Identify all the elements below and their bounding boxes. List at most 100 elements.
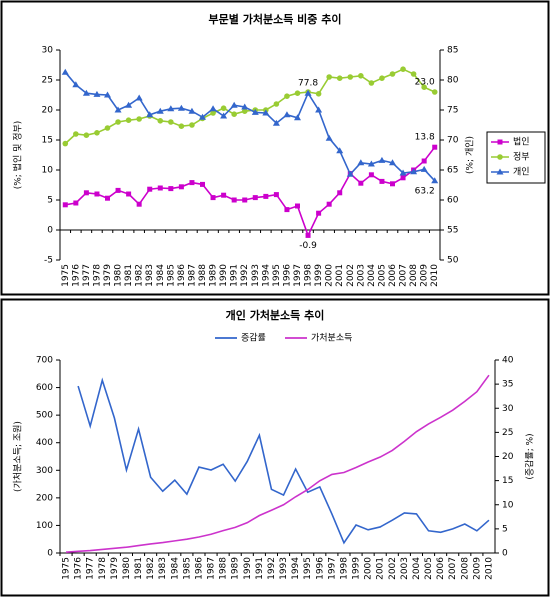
marker	[284, 207, 290, 213]
x-tick-label: 1990	[243, 557, 253, 580]
y-tick-label: 0	[47, 226, 53, 236]
x-tick-label: 2002	[388, 557, 398, 580]
marker	[242, 197, 248, 203]
x-tick-label: 1975	[62, 557, 72, 580]
marker	[378, 156, 386, 163]
x-tick-label: 1980	[114, 264, 124, 287]
y-tick-label: 100	[36, 521, 53, 531]
y-axis-label: (가처분소득; 조원)	[12, 421, 24, 492]
marker	[368, 80, 375, 86]
marker	[199, 113, 206, 120]
y-tick-label: 200	[36, 493, 53, 503]
y2-tick-label: 55	[447, 226, 458, 236]
x-tick-label: 2001	[335, 264, 345, 287]
x-tick-label: 1994	[291, 557, 301, 580]
x-tick-label: 1993	[279, 557, 289, 580]
marker	[336, 147, 344, 154]
x-tick-label: 1984	[170, 557, 180, 580]
y-tick-label: -5	[44, 256, 53, 266]
y2-tick-label: 85	[447, 46, 458, 56]
marker	[167, 105, 175, 112]
x-tick-label: 1989	[231, 557, 241, 580]
panel-border	[0, 0, 550, 296]
x-tick-label: 1987	[187, 264, 197, 287]
series-line	[65, 374, 490, 553]
marker	[178, 123, 185, 129]
x-tick-label: 1995	[303, 557, 313, 580]
y-tick-label: 600	[36, 383, 53, 393]
marker	[368, 172, 374, 178]
x-tick-label: 1981	[124, 264, 134, 287]
marker	[177, 104, 185, 111]
y-tick-label: 300	[36, 466, 53, 476]
legend-label: 법인	[513, 137, 530, 148]
marker	[105, 195, 110, 201]
x-tick-label: 1990	[219, 264, 229, 287]
marker	[220, 112, 228, 119]
y-tick-label: 25	[42, 76, 53, 86]
y-tick-label: 500	[36, 411, 53, 421]
marker	[390, 181, 395, 187]
y2-tick-label: 25	[502, 428, 513, 438]
marker	[379, 178, 385, 184]
marker	[146, 111, 154, 118]
marker	[62, 140, 69, 147]
marker	[262, 109, 270, 116]
y2-tick-label: 5	[502, 524, 508, 534]
marker	[294, 114, 301, 121]
marker	[125, 101, 133, 108]
marker	[358, 180, 364, 186]
x-tick-label: 1977	[86, 557, 96, 580]
marker	[251, 108, 259, 115]
marker	[188, 107, 196, 114]
marker	[305, 232, 311, 238]
marker	[147, 186, 153, 192]
y2-tick-label: 0	[502, 549, 508, 559]
y-tick-label: 10	[42, 166, 54, 176]
y2-tick-label: 35	[502, 380, 513, 390]
x-tick-label: 1988	[219, 557, 229, 580]
x-tick-label: 2005	[377, 264, 387, 287]
x-tick-label: 2000	[364, 557, 374, 580]
marker	[210, 195, 216, 201]
marker	[104, 91, 111, 98]
y-tick-label: 700	[36, 356, 53, 366]
x-tick-label: 1983	[158, 557, 168, 580]
x-tick-label: 2010	[484, 557, 494, 580]
x-tick-label: 1978	[98, 557, 108, 580]
y2-tick-label: 65	[447, 166, 458, 176]
marker	[168, 186, 174, 192]
x-tick-label: 1982	[146, 557, 156, 580]
marker	[389, 71, 396, 77]
marker	[189, 180, 195, 186]
y2-axis-label: (%; 개인)	[465, 136, 476, 174]
marker	[325, 134, 333, 141]
marker	[210, 110, 216, 116]
x-tick-label: 2003	[400, 557, 410, 580]
x-tick-label: 2001	[376, 557, 386, 580]
marker	[273, 192, 279, 198]
x-tick-label: 1975	[61, 264, 71, 287]
marker	[304, 89, 312, 96]
marker	[115, 187, 121, 193]
marker	[410, 71, 417, 77]
x-tick-label: 1978	[92, 264, 102, 287]
x-tick-label: 2000	[325, 264, 335, 287]
marker	[336, 75, 343, 81]
x-tick-label: 2006	[388, 264, 398, 287]
x-tick-label: 1981	[134, 557, 144, 580]
x-tick-label: 1999	[352, 557, 362, 580]
data-label: 63.2	[415, 186, 435, 196]
marker	[168, 119, 174, 125]
marker	[83, 190, 89, 196]
x-tick-label: 1994	[261, 264, 271, 287]
marker	[94, 191, 100, 197]
marker	[367, 160, 375, 167]
marker	[400, 66, 406, 72]
marker	[295, 203, 300, 209]
marker	[209, 105, 217, 112]
y-tick-label: 400	[36, 438, 53, 448]
x-tick-label: 1985	[182, 557, 192, 580]
x-tick-label: 2004	[367, 264, 377, 287]
x-tick-label: 2008	[460, 557, 470, 580]
